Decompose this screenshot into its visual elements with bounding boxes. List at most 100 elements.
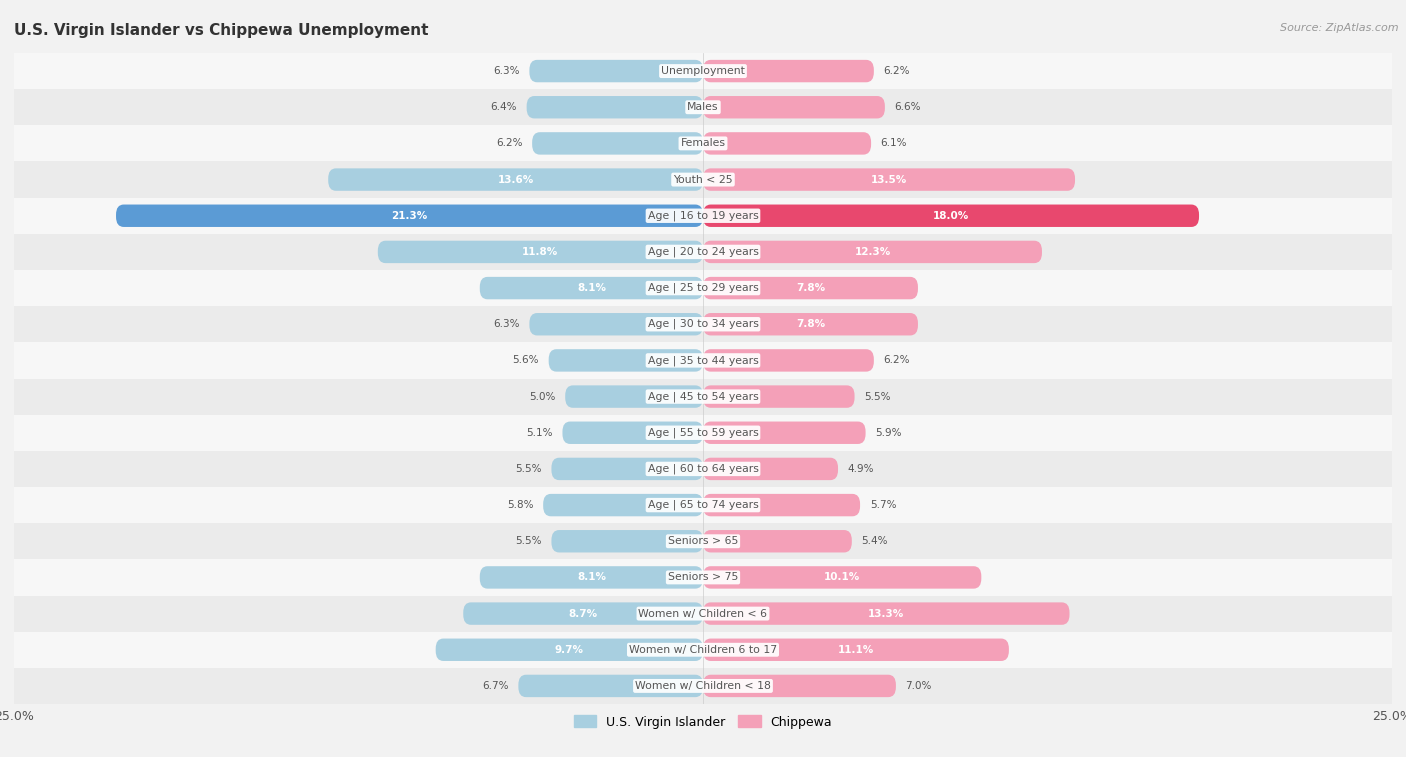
Bar [14,161,1392,198]
Text: 9.7%: 9.7% [555,645,583,655]
FancyBboxPatch shape [551,458,703,480]
Bar [14,596,1392,631]
Text: 6.1%: 6.1% [880,139,907,148]
Text: 11.8%: 11.8% [522,247,558,257]
FancyBboxPatch shape [463,603,703,625]
Text: 7.8%: 7.8% [796,319,825,329]
FancyBboxPatch shape [703,168,1076,191]
FancyBboxPatch shape [703,313,918,335]
FancyBboxPatch shape [479,277,703,299]
Text: 5.5%: 5.5% [515,464,541,474]
FancyBboxPatch shape [530,313,703,335]
Text: 5.1%: 5.1% [526,428,553,438]
Bar [14,342,1392,378]
Bar [14,234,1392,270]
Text: 5.9%: 5.9% [875,428,901,438]
FancyBboxPatch shape [703,277,918,299]
Text: 5.7%: 5.7% [870,500,896,510]
Text: 5.8%: 5.8% [508,500,533,510]
Text: 6.2%: 6.2% [496,139,523,148]
Bar [14,198,1392,234]
Text: 8.1%: 8.1% [576,283,606,293]
Text: 6.2%: 6.2% [883,356,910,366]
Text: Age | 30 to 34 years: Age | 30 to 34 years [648,319,758,329]
FancyBboxPatch shape [703,60,875,83]
Text: 6.4%: 6.4% [491,102,517,112]
FancyBboxPatch shape [530,60,703,83]
Text: Age | 60 to 64 years: Age | 60 to 64 years [648,464,758,474]
Text: 11.1%: 11.1% [838,645,875,655]
FancyBboxPatch shape [703,458,838,480]
Bar [14,668,1392,704]
Text: 5.5%: 5.5% [865,391,891,401]
FancyBboxPatch shape [703,674,896,697]
Text: 13.6%: 13.6% [498,175,534,185]
FancyBboxPatch shape [531,132,703,154]
FancyBboxPatch shape [703,639,1010,661]
FancyBboxPatch shape [551,530,703,553]
Text: U.S. Virgin Islander vs Chippewa Unemployment: U.S. Virgin Islander vs Chippewa Unemplo… [14,23,429,38]
FancyBboxPatch shape [703,494,860,516]
FancyBboxPatch shape [703,385,855,408]
Text: 7.0%: 7.0% [905,681,932,691]
Text: 5.4%: 5.4% [862,536,889,547]
Text: 6.3%: 6.3% [494,66,520,76]
Text: Age | 16 to 19 years: Age | 16 to 19 years [648,210,758,221]
Text: 5.0%: 5.0% [529,391,555,401]
FancyBboxPatch shape [479,566,703,589]
Text: Age | 35 to 44 years: Age | 35 to 44 years [648,355,758,366]
Bar [14,523,1392,559]
Text: Females: Females [681,139,725,148]
Bar [14,415,1392,451]
FancyBboxPatch shape [703,241,1042,263]
Text: Seniors > 75: Seniors > 75 [668,572,738,582]
FancyBboxPatch shape [548,349,703,372]
Text: Women w/ Children < 18: Women w/ Children < 18 [636,681,770,691]
Text: 10.1%: 10.1% [824,572,860,582]
Text: Age | 25 to 29 years: Age | 25 to 29 years [648,283,758,293]
Bar [14,559,1392,596]
FancyBboxPatch shape [703,96,884,118]
FancyBboxPatch shape [703,204,1199,227]
Text: 18.0%: 18.0% [934,210,969,221]
Text: 5.5%: 5.5% [515,536,541,547]
Text: 4.9%: 4.9% [848,464,875,474]
Text: 12.3%: 12.3% [855,247,890,257]
FancyBboxPatch shape [543,494,703,516]
Text: Women w/ Children 6 to 17: Women w/ Children 6 to 17 [628,645,778,655]
Text: 13.3%: 13.3% [868,609,904,618]
Text: 6.2%: 6.2% [883,66,910,76]
Text: 7.8%: 7.8% [796,283,825,293]
FancyBboxPatch shape [562,422,703,444]
Text: Males: Males [688,102,718,112]
Text: 8.7%: 8.7% [568,609,598,618]
Bar [14,126,1392,161]
Text: Age | 20 to 24 years: Age | 20 to 24 years [648,247,758,257]
FancyBboxPatch shape [527,96,703,118]
Text: 5.6%: 5.6% [513,356,538,366]
Bar [14,270,1392,306]
FancyBboxPatch shape [703,603,1070,625]
FancyBboxPatch shape [519,674,703,697]
Text: Women w/ Children < 6: Women w/ Children < 6 [638,609,768,618]
Text: Source: ZipAtlas.com: Source: ZipAtlas.com [1281,23,1399,33]
Text: 6.7%: 6.7% [482,681,509,691]
FancyBboxPatch shape [328,168,703,191]
Bar [14,89,1392,126]
Bar [14,631,1392,668]
FancyBboxPatch shape [703,422,866,444]
Text: 6.3%: 6.3% [494,319,520,329]
Text: Age | 45 to 54 years: Age | 45 to 54 years [648,391,758,402]
Text: 6.6%: 6.6% [894,102,921,112]
Legend: U.S. Virgin Islander, Chippewa: U.S. Virgin Islander, Chippewa [569,710,837,734]
Bar [14,378,1392,415]
FancyBboxPatch shape [378,241,703,263]
Text: Age | 55 to 59 years: Age | 55 to 59 years [648,428,758,438]
Text: Age | 65 to 74 years: Age | 65 to 74 years [648,500,758,510]
FancyBboxPatch shape [565,385,703,408]
Bar [14,487,1392,523]
FancyBboxPatch shape [117,204,703,227]
Text: Seniors > 65: Seniors > 65 [668,536,738,547]
FancyBboxPatch shape [703,566,981,589]
FancyBboxPatch shape [703,132,872,154]
